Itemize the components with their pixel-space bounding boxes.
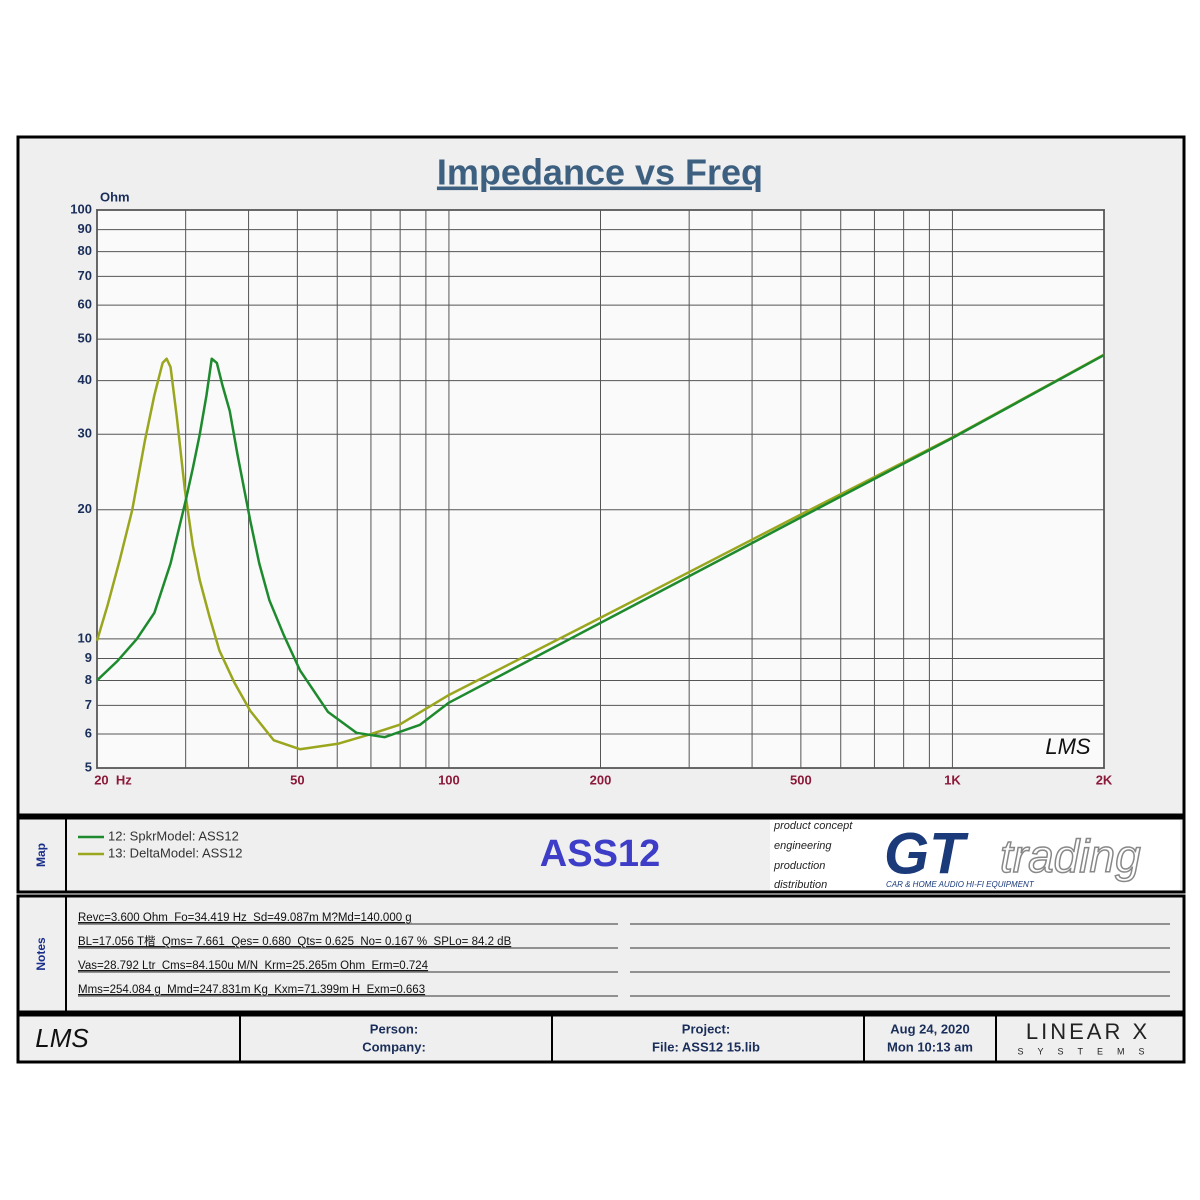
plot	[95, 209, 1105, 769]
note-line: Mms=254.084 g Mmd=247.831m Kg Kxm=71.399…	[78, 984, 425, 996]
series-line	[95, 353, 1105, 751]
time: Mon 10:13 am	[887, 1039, 973, 1054]
note-line: BL=17.056 T楷 Qms= 7.661 Qes= 0.680 Qts= …	[78, 934, 512, 948]
x-tick-label: 1K	[944, 772, 961, 787]
y-tick-label: 20	[78, 501, 92, 516]
logo-box	[770, 820, 1180, 890]
legend: 12: SpkrModel: ASS12 13: DeltaModel: ASS1…	[78, 828, 242, 860]
company: Company:	[362, 1039, 426, 1054]
chart-title: Impedance vs Freq	[437, 152, 763, 193]
notes: Revc=3.600 Ohm Fo=34.419 Hz Sd=49.087m M…	[78, 912, 1170, 997]
y-tick-label: 7	[85, 697, 92, 712]
person: Person:	[370, 1021, 418, 1036]
y-tick-label: 8	[85, 672, 92, 687]
tagline: product concept	[773, 820, 853, 832]
tagline: engineering	[774, 840, 832, 852]
logo-subtitle: CAR & HOME AUDIO HI-FI EQUIPMENT	[886, 880, 1035, 889]
notes-panel	[16, 894, 1186, 1014]
y-tick-label: 60	[78, 297, 92, 312]
date: Aug 24, 2020	[890, 1021, 970, 1036]
x-tick-label: 500	[790, 772, 812, 787]
y-tick-label: 30	[78, 426, 92, 441]
x-tick-label: 20 Hz	[94, 772, 132, 787]
y-tick-label: 70	[78, 268, 92, 283]
note-line: Vas=28.792 Ltr Cms=84.150u M/N Krm=25.26…	[78, 960, 429, 972]
y-tick-label: 80	[78, 243, 92, 258]
y-tick-label: 40	[78, 372, 92, 387]
y-tick-label: 50	[78, 331, 92, 346]
x-tick-label: 50	[290, 772, 304, 787]
project: Project:	[682, 1021, 730, 1036]
notes-label: Notes	[34, 937, 48, 971]
tagline: distribution	[774, 879, 827, 891]
footer-panel	[16, 1013, 1186, 1064]
y-tick-label: 5	[85, 759, 92, 774]
file: File: ASS12 15.lib	[652, 1039, 760, 1054]
y-tick-label: 100	[70, 201, 92, 216]
x-tick-label: 2K	[1096, 772, 1113, 787]
x-tick-label: 200	[590, 772, 612, 787]
tagline: production	[773, 860, 825, 872]
y-tick-label: 90	[78, 221, 92, 236]
y-tick-label: 9	[85, 650, 92, 665]
logo-brand: GT	[884, 821, 969, 886]
footer-brand-sub: SYSTEMS	[1017, 1046, 1158, 1056]
footer-brand: LINEAR X	[1026, 1019, 1150, 1044]
y-tick-label: 10	[78, 630, 92, 645]
map-label: Map	[34, 843, 48, 867]
legend-entry: 12: SpkrModel: ASS12	[108, 828, 239, 843]
note-line: Revc=3.600 Ohm Fo=34.419 Hz Sd=49.087m M…	[78, 912, 412, 924]
model-name: ASS12	[540, 833, 660, 875]
series-line	[96, 353, 1105, 739]
footer-logo: LMS	[35, 1023, 89, 1053]
legend-entry: 13: DeltaModel: ASS12	[108, 845, 242, 860]
y-axis-label: Ohm	[100, 189, 130, 204]
x-tick-label: 100	[438, 772, 460, 787]
watermark: LMS	[1045, 734, 1091, 759]
logo-name: trading	[1000, 830, 1141, 882]
y-tick-label: 6	[85, 725, 92, 740]
